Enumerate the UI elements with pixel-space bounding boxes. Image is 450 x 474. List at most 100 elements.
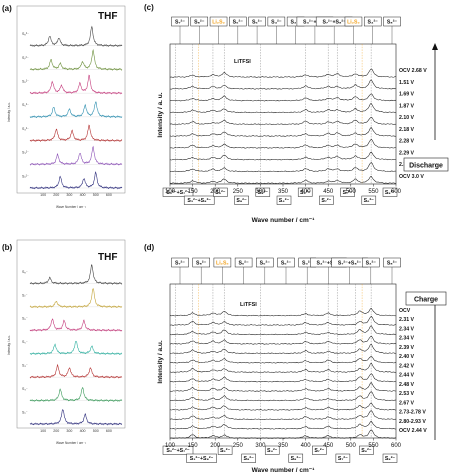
assignment-box — [297, 187, 313, 197]
assignment-box — [213, 187, 228, 197]
panel-b-solvent: THF — [98, 252, 117, 263]
spectrum-trace — [169, 176, 397, 184]
assignment-label: S₃²⁻ — [302, 261, 313, 267]
tick-label: 600 — [106, 193, 112, 197]
spectrum-trace — [169, 362, 397, 373]
tick-label: 500 — [346, 189, 357, 195]
assignment-label: S₂²⁻+S₇²⁻ — [166, 448, 190, 454]
tick-label: 100 — [40, 193, 46, 197]
spectrum-trace — [169, 402, 397, 411]
assignment-label: S₈²⁻ — [196, 261, 207, 267]
assignment-label: S₄²⁻ — [267, 448, 278, 454]
spectrum-trace — [169, 316, 397, 326]
voltage-label: 1.69 V — [399, 92, 415, 98]
panel-a-solvent: THF — [98, 11, 117, 22]
spectrum-trace — [169, 103, 397, 114]
voltage-label: 2.18 V — [399, 127, 415, 133]
series-line — [29, 386, 123, 403]
spectrum-trace — [169, 391, 397, 402]
assignment-label: S₈²⁻ — [387, 261, 398, 267]
series-line — [29, 74, 123, 95]
tick-label: 300 — [255, 443, 266, 449]
tick-label: 250 — [233, 189, 244, 195]
panel-d-direction: Charge — [414, 297, 438, 304]
tick-label: 600 — [391, 443, 402, 449]
panel-a-label: (a) — [2, 4, 12, 13]
tick-label: 350 — [278, 189, 289, 195]
assignment-box — [340, 187, 355, 197]
row-label: S₅²⁻ — [22, 103, 29, 107]
assignment-box — [288, 453, 304, 463]
tick-label: 450 — [323, 189, 334, 195]
tick-label: 300 — [66, 429, 72, 433]
assignment-box — [319, 195, 334, 205]
panel-b: (b) THF Intensity / a.u. Wave Number / c… — [2, 239, 126, 445]
tick-label: 550 — [368, 189, 379, 195]
assignment-box — [162, 187, 194, 197]
assignment-label: S₈²⁻ — [258, 190, 269, 196]
spectrum-trace — [169, 382, 396, 392]
voltage-label: 2.10 V — [399, 115, 415, 121]
panel-d-note: LiTFSI — [240, 302, 257, 308]
tick-label: 150 — [188, 443, 199, 449]
tick-label: 300 — [66, 193, 72, 197]
row-label: S₇⁻ — [22, 293, 28, 297]
voltage-label: 2.48 V — [399, 382, 415, 388]
voltage-label: OCV 2.68 V — [399, 68, 427, 74]
assignment-box — [162, 445, 194, 455]
spectrum-trace — [169, 68, 397, 78]
assignment-label: S₆²⁻ — [252, 20, 263, 26]
assignment-label: S₇²⁻ — [175, 261, 185, 267]
assignment-box — [382, 453, 398, 463]
assignment-label: S₇²⁻ — [321, 198, 331, 204]
row-label: S₃⁻ — [22, 387, 28, 391]
assignment-label: S₆²⁻ — [361, 448, 372, 454]
series-line — [29, 340, 123, 356]
panel-c-note: LiTFSI — [234, 59, 251, 65]
voltage-label: 2.53 V — [399, 391, 415, 397]
assignment-label: Li₂S₂ — [212, 20, 225, 26]
voltage-label: OCV 2.44 V — [399, 428, 427, 434]
row-label: S₈²⁻ — [22, 32, 29, 36]
assignment-box — [264, 445, 280, 455]
assignment-label: S₃²⁻+S₈²⁻ — [187, 198, 211, 204]
panel-b-ylabel: Intensity / a.u. — [7, 335, 11, 355]
assignment-label: S₄²⁻ — [368, 20, 379, 26]
voltage-label: OCV — [399, 308, 411, 314]
assignment-box — [186, 453, 217, 463]
spectrum-trace — [169, 343, 397, 355]
assignment-label: S₈²⁻ — [385, 456, 396, 462]
assignment-label: S₇²⁻ — [314, 448, 324, 454]
series-line — [29, 101, 123, 119]
tick-label: 200 — [210, 189, 221, 195]
assignment-box — [361, 195, 377, 205]
series-line — [29, 264, 123, 285]
panel-c-xlabel: Wave number / cm⁻¹ — [252, 217, 315, 224]
tick-label: 400 — [80, 193, 86, 197]
assignment-label: S₄²⁻ — [279, 198, 290, 204]
voltage-label: 2.39 V — [399, 345, 415, 351]
spectrum-trace — [169, 410, 397, 421]
tick-label: 450 — [323, 443, 334, 449]
assignment-label: S₄²⁻+S₆²⁻ — [303, 20, 327, 26]
panel-c-ylabel: Intensity / a. u. — [157, 92, 164, 137]
assignment-label: S₇²⁻+S₈²⁻ — [322, 20, 346, 26]
row-label: S₂⁻ — [22, 410, 28, 414]
voltage-label: 2.28 V — [399, 139, 415, 145]
assignment-box — [335, 453, 351, 463]
series-line — [29, 25, 123, 48]
voltage-label: 1.51 V — [399, 80, 415, 86]
tick-label: 400 — [301, 443, 312, 449]
tick-label: 400 — [301, 189, 312, 195]
series-line — [29, 171, 123, 190]
panel-b-frame — [16, 239, 126, 429]
panel-d-label: (d) — [144, 243, 155, 252]
assignment-label: S₇²⁻ — [338, 456, 348, 462]
tick-label: 200 — [53, 193, 59, 197]
tick-label: 400 — [80, 429, 86, 433]
voltage-label: 2.34 V — [399, 336, 415, 342]
row-label: S₂²⁻ — [22, 174, 29, 178]
tick-label: 200 — [210, 443, 221, 449]
assignment-label: S₂²⁻+S₇²⁻ — [166, 190, 190, 196]
tick-label: 350 — [278, 443, 289, 449]
